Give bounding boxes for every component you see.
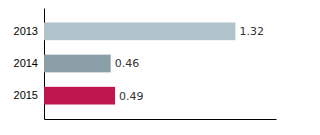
- y-tick-label: 2015: [14, 89, 38, 101]
- data-label: 0.49: [119, 90, 144, 103]
- y-tick-label: 2013: [14, 25, 38, 37]
- y-axis: 2013 2014 2015: [14, 9, 45, 120]
- data-label: 0.46: [115, 57, 140, 70]
- y-tick-label: 2014: [14, 57, 38, 69]
- y-tick: 2015: [14, 89, 44, 101]
- chart: 2013 2014 2015 1.32 0.46 0.49: [0, 0, 320, 135]
- bars: [44, 22, 235, 104]
- x-axis-line: [45, 119, 277, 120]
- data-labels: 1.32 0.46 0.49: [115, 25, 264, 102]
- y-tick: 2013: [14, 25, 44, 37]
- bar: [44, 87, 115, 105]
- y-tick: 2014: [14, 57, 44, 69]
- bar: [44, 55, 111, 73]
- bar: [44, 22, 235, 40]
- x-axis: [45, 119, 277, 120]
- plot: 2013 2014 2015 1.32 0.46 0.49: [14, 9, 277, 120]
- data-label: 1.32: [239, 25, 264, 38]
